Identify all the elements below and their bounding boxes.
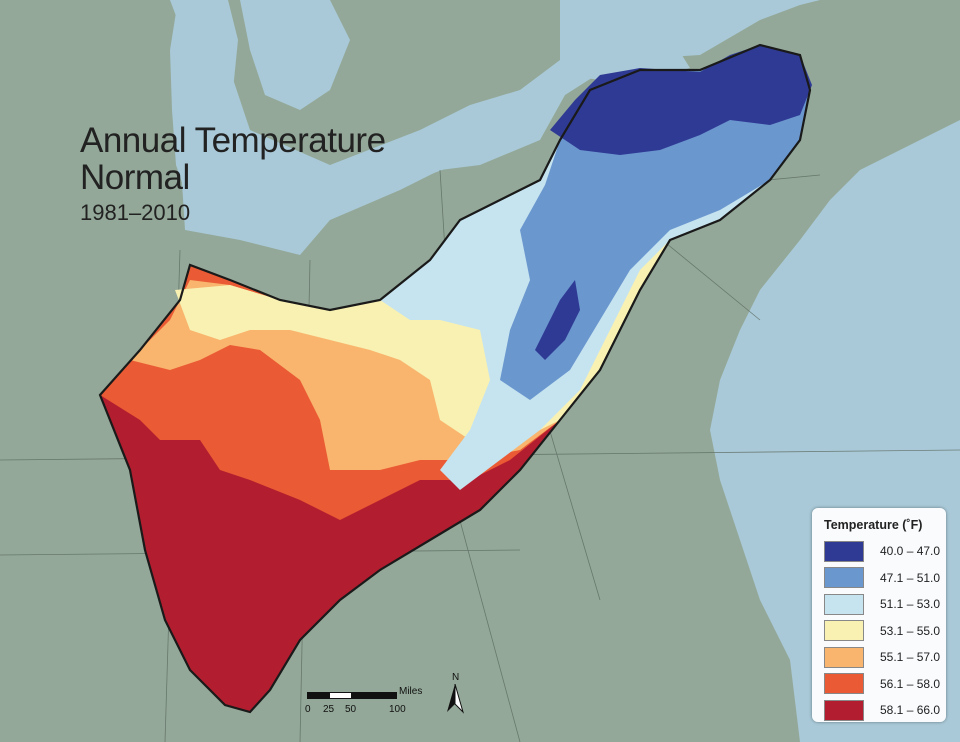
legend-item: 55.1 – 57.0 xyxy=(824,644,946,671)
scale-tick-0: 0 xyxy=(305,704,311,715)
legend-label: 55.1 – 57.0 xyxy=(880,650,941,665)
lake-michigan xyxy=(170,0,238,200)
legend-item: 53.1 – 55.0 xyxy=(824,618,946,645)
lake-erie xyxy=(360,108,545,185)
zone-40-47-ridge xyxy=(535,280,580,360)
legend-title: Temperature (˚F) xyxy=(824,518,923,532)
map-title: Annual Temperature Normal 1981–2010 xyxy=(80,122,386,226)
legend-swatch xyxy=(824,673,864,695)
scale-tick-25: 25 xyxy=(323,704,335,715)
scale-tick-100: 100 xyxy=(389,704,406,715)
legend-swatch xyxy=(824,540,864,562)
legend-item: 56.1 – 58.0 xyxy=(824,671,946,698)
north-arrow: N xyxy=(444,672,466,714)
region-boundary xyxy=(98,43,812,714)
legend: Temperature (˚F) 40.0 – 47.0 47.1 – 51.0 5… xyxy=(812,508,946,722)
legend-swatch xyxy=(824,593,864,615)
title-period: 1981–2010 xyxy=(80,200,191,225)
legend-item: 51.1 – 53.0 xyxy=(824,591,946,618)
temperature-region xyxy=(98,43,812,714)
legend-swatch xyxy=(824,699,864,721)
scale-seg-2 xyxy=(329,692,353,699)
title-line-1: Annual Temperature xyxy=(80,121,386,160)
scale-tick-50: 50 xyxy=(345,704,357,715)
title-line-2: Normal xyxy=(80,158,190,197)
legend-label: 53.1 – 55.0 xyxy=(880,623,941,638)
legend-swatch xyxy=(824,620,864,642)
legend-label: 51.1 – 53.0 xyxy=(880,597,941,612)
legend-swatch xyxy=(824,567,864,589)
lake-huron xyxy=(240,0,350,110)
zone-40-47 xyxy=(550,45,812,155)
scale-unit: Miles xyxy=(399,686,423,697)
scale-seg-3 xyxy=(351,692,397,699)
legend-label: 58.1 – 66.0 xyxy=(880,703,941,718)
legend-label: 47.1 – 51.0 xyxy=(880,570,941,585)
north-arrow-icon xyxy=(447,684,465,714)
legend-label: 40.0 – 47.0 xyxy=(880,544,941,559)
legend-item: 40.0 – 47.0 xyxy=(824,538,946,565)
legend-item: 58.1 – 66.0 xyxy=(824,697,946,724)
legend-label: 56.1 – 58.0 xyxy=(880,676,941,691)
north-label: N xyxy=(452,672,460,683)
scale-seg-1 xyxy=(307,692,331,699)
legend-item: 47.1 – 51.0 xyxy=(824,565,946,592)
legend-swatch xyxy=(824,646,864,668)
